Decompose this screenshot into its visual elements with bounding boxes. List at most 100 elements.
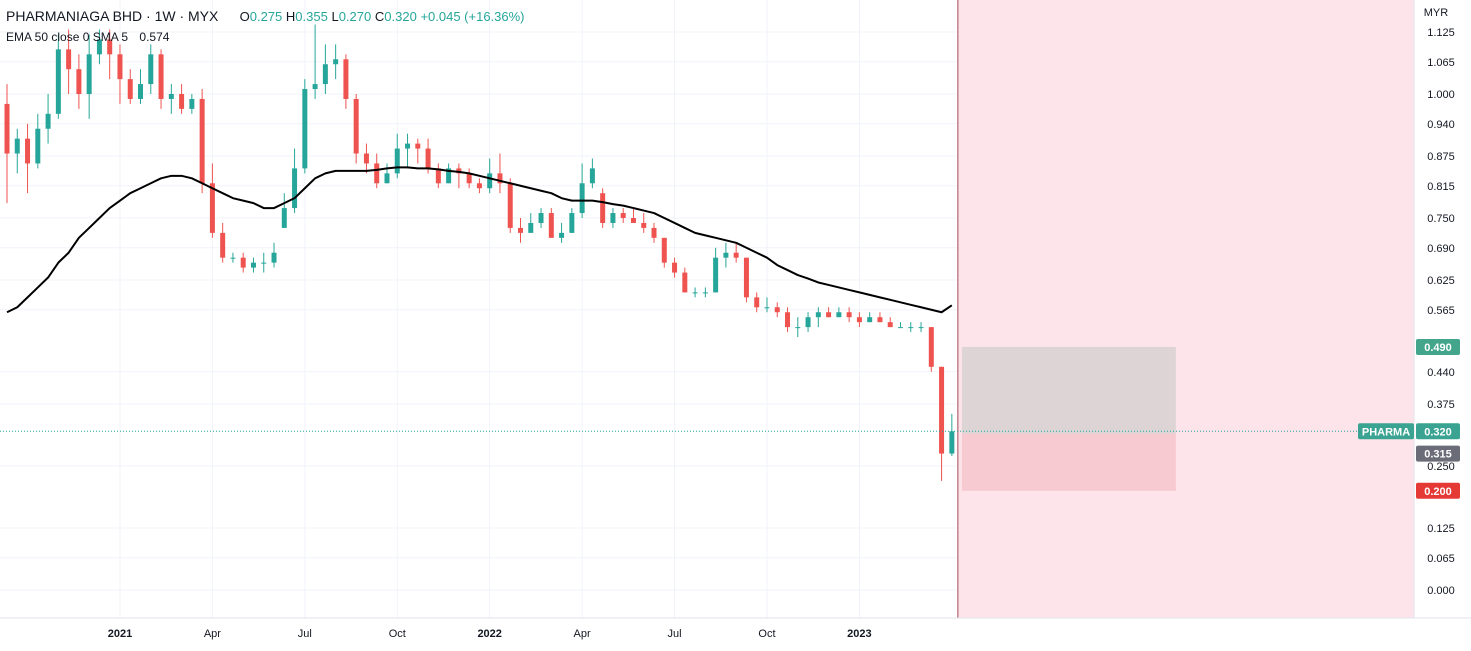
candle-body xyxy=(466,173,472,184)
target-badge: 0.490 xyxy=(1416,338,1460,355)
candle-body xyxy=(353,98,359,154)
candle-body xyxy=(856,317,862,323)
candle xyxy=(538,208,544,228)
indicator-label[interactable]: EMA 50 close 0 SMA 5 xyxy=(6,30,129,44)
candle xyxy=(353,94,359,164)
candle-body xyxy=(199,98,205,184)
candle xyxy=(600,188,606,228)
candle-body xyxy=(743,257,749,298)
candle-body xyxy=(179,94,185,109)
y-tick-label: 0.690 xyxy=(1427,243,1455,255)
y-tick-label: 1.125 xyxy=(1427,27,1455,39)
candle xyxy=(815,307,821,328)
candle xyxy=(107,29,113,80)
candle-body xyxy=(117,54,123,80)
candle-body xyxy=(600,193,606,223)
candle xyxy=(589,158,595,189)
candle-body xyxy=(302,89,308,169)
candle xyxy=(405,133,411,169)
candle xyxy=(435,163,441,189)
candle-body xyxy=(620,213,626,218)
candle xyxy=(240,252,246,273)
candle-body xyxy=(405,143,411,149)
candle-body xyxy=(343,59,349,99)
candle-body xyxy=(826,312,832,318)
target-badge-bg xyxy=(1416,338,1460,355)
entry-badge-bg xyxy=(1416,445,1460,462)
candle-body xyxy=(723,252,729,258)
candle xyxy=(45,94,51,144)
candle xyxy=(826,307,832,318)
candle-body xyxy=(702,292,708,294)
candle-body xyxy=(528,222,534,233)
candle-body xyxy=(292,168,298,209)
chart-legend: PHARMANIAGA BHD · 1W · MYX O0.275 H0.355… xyxy=(6,6,525,48)
candle xyxy=(220,222,226,263)
candle-body xyxy=(209,183,215,233)
candle-body xyxy=(148,54,154,85)
candle xyxy=(333,44,339,80)
symbol-title[interactable]: PHARMANIAGA BHD · 1W · MYX xyxy=(6,8,219,24)
candle-body xyxy=(250,262,256,268)
candle xyxy=(158,49,164,109)
candle xyxy=(672,257,678,278)
candle-body xyxy=(487,173,493,189)
candle xyxy=(877,312,883,323)
candle xyxy=(302,79,308,174)
candle-body xyxy=(394,148,400,174)
y-tick-label: 0.250 xyxy=(1427,461,1455,473)
candle xyxy=(4,84,10,204)
candle-body xyxy=(374,163,380,184)
candle xyxy=(579,163,585,218)
last-price-badge-bg xyxy=(1416,423,1460,440)
candle xyxy=(476,178,482,194)
candle-body xyxy=(425,148,431,169)
candle-body xyxy=(939,366,945,454)
candle-body xyxy=(312,84,318,90)
candle-body xyxy=(610,213,616,223)
candle-body xyxy=(754,297,760,308)
candle-body xyxy=(138,84,144,99)
candle xyxy=(569,208,575,233)
candle xyxy=(836,307,842,318)
candle xyxy=(127,69,133,104)
candle xyxy=(610,208,616,228)
candle-body xyxy=(559,232,565,238)
candle-body xyxy=(435,168,441,184)
candle xyxy=(179,84,185,114)
candle-body xyxy=(86,54,92,94)
candle-body xyxy=(281,208,287,228)
candle-body xyxy=(96,39,102,55)
candle-body xyxy=(476,183,482,189)
candle xyxy=(497,153,503,194)
entry-badge-text: 0.315 xyxy=(1424,449,1452,461)
stop-badge: 0.200 xyxy=(1416,482,1460,499)
candle-body xyxy=(4,103,10,154)
candle-body xyxy=(538,213,544,223)
candle-body xyxy=(230,257,236,259)
candle-body xyxy=(867,317,873,323)
candle xyxy=(641,213,647,233)
candle xyxy=(312,24,318,99)
y-tick-label: 0.625 xyxy=(1427,275,1455,287)
candle-body xyxy=(569,213,575,233)
candle-body xyxy=(14,138,20,154)
candle xyxy=(343,54,349,109)
candle xyxy=(908,322,914,333)
candle xyxy=(559,222,565,243)
x-tick-label: 2021 xyxy=(108,628,132,640)
ema-line xyxy=(6,166,953,314)
candle xyxy=(887,317,893,328)
candle-body xyxy=(651,227,657,238)
candle xyxy=(55,34,61,119)
candle xyxy=(292,148,298,214)
candle xyxy=(199,89,205,194)
y-tick-label: 0.440 xyxy=(1427,367,1455,379)
candle-body xyxy=(805,317,811,328)
candle-body xyxy=(189,98,195,109)
candle xyxy=(86,34,92,119)
candle xyxy=(918,322,924,333)
candle xyxy=(507,178,513,233)
